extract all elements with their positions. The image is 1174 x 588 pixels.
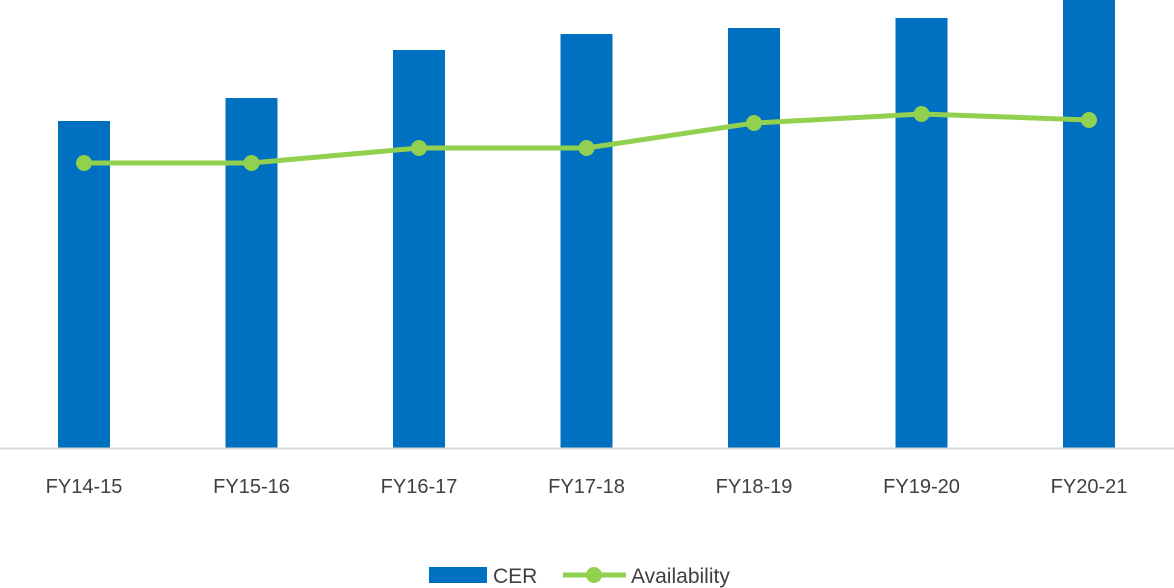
legend-marker-availability xyxy=(586,567,602,583)
bar-cer-FY15-16 xyxy=(225,98,278,448)
x-tick-label: FY17-18 xyxy=(548,476,625,498)
point-availability-FY17-18 xyxy=(578,140,595,156)
x-tick-label: FY15-16 xyxy=(213,476,290,498)
legend-label-cer: CER xyxy=(493,565,537,588)
bars xyxy=(58,0,1115,448)
bar-cer-FY20-21 xyxy=(1063,0,1115,448)
bar-cer-FY16-17 xyxy=(393,50,445,448)
legend: CER Availability xyxy=(429,565,730,588)
availability-series xyxy=(76,106,1097,171)
bar-cer-FY18-19 xyxy=(728,28,780,448)
x-tick-label: FY18-19 xyxy=(716,476,793,498)
point-availability-FY18-19 xyxy=(746,115,762,131)
point-availability-FY14-15 xyxy=(76,155,92,171)
point-availability-FY15-16 xyxy=(243,155,260,171)
point-availability-FY16-17 xyxy=(411,140,427,156)
x-tick-label: FY19-20 xyxy=(883,476,960,498)
bar-cer-FY19-20 xyxy=(895,18,948,448)
x-tick-labels: FY14-15 FY15-16 FY16-17 FY17-18 FY18-19 FY19-… xyxy=(46,476,1128,498)
x-tick-label: FY14-15 xyxy=(46,476,123,498)
x-tick-label: FY16-17 xyxy=(381,476,458,498)
bar-cer-FY17-18 xyxy=(560,34,613,448)
legend-label-availability: Availability xyxy=(631,565,730,588)
bar-cer-FY14-15 xyxy=(58,121,110,448)
x-tick-label: FY20-21 xyxy=(1051,476,1128,498)
legend-swatch-cer xyxy=(429,567,487,583)
point-availability-FY20-21 xyxy=(1081,112,1097,128)
point-availability-FY19-20 xyxy=(913,106,930,122)
